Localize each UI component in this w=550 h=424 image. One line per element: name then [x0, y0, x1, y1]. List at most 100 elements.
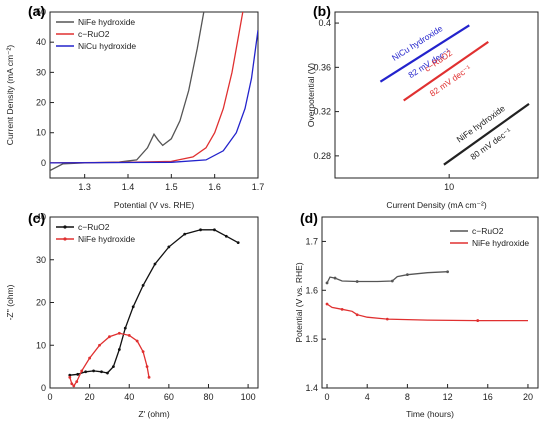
data-point [355, 280, 359, 283]
x-tick-label: 1.3 [78, 182, 91, 192]
y-tick-label: 0.28 [313, 151, 331, 161]
y-tick-label: 1.5 [305, 334, 318, 344]
y-tick-label: 0 [41, 158, 46, 168]
y-tick-label: 30 [36, 67, 46, 77]
y-axis-label: Potential (V vs. RHE) [294, 262, 304, 342]
y-tick-label: 20 [36, 298, 46, 308]
legend-marker [63, 225, 67, 229]
legend-entry: NiCu hydroxide [78, 41, 136, 51]
data-point [92, 369, 95, 373]
y-tick-label: 20 [36, 98, 46, 108]
x-tick-label: 80 [203, 392, 213, 402]
legend-entry: c−RuO2 [78, 222, 110, 232]
data-point [145, 365, 149, 369]
x-tick-label: 16 [483, 392, 493, 402]
data-point [127, 334, 131, 337]
y-tick-label: 1.7 [305, 236, 318, 246]
data-point [183, 232, 187, 236]
data-point [117, 348, 121, 351]
legend-entry: NiFe hydroxide [472, 238, 529, 248]
y-axis-label: Current Density (mA cm⁻²) [5, 45, 15, 146]
panel-1: 1.3 1.4 1.5 1.6 1.7 0 10 20 30 40 50(a) Potential (… [5, 3, 264, 210]
legend: c−RuO2 NiFe hydroxide [450, 226, 529, 248]
legend-entry: NiFe hydroxide [78, 234, 135, 244]
data-point [355, 313, 359, 317]
x-tick-label: 1.7 [252, 182, 265, 192]
legend-entry: c−RuO2 [472, 226, 504, 236]
y-tick-label: 40 [36, 37, 46, 47]
x-tick-label: 1.4 [122, 182, 135, 192]
legend-marker [63, 237, 67, 241]
data-point [167, 245, 171, 249]
legend-entry: c−RuO2 [78, 29, 110, 39]
data-point [111, 365, 115, 369]
y-tick-label: 10 [36, 340, 46, 350]
data-point [72, 384, 76, 388]
x-tick-label: 1.6 [208, 182, 221, 192]
series-line [443, 103, 530, 166]
data-point [325, 281, 329, 285]
x-tick-label: 60 [164, 392, 174, 402]
y-tick-label: 0.36 [313, 62, 331, 72]
x-tick-label: 100 [241, 392, 256, 402]
x-tick-label: 4 [365, 392, 370, 402]
y-tick-label: 1.6 [305, 285, 318, 295]
data-point [88, 356, 92, 360]
x-axis-label: Z' (ohm) [138, 409, 170, 419]
data-point [333, 276, 337, 280]
legend: NiFe hydroxide c−RuO2 NiCu hydroxide [56, 17, 136, 51]
data-point [80, 369, 84, 373]
y-tick-label: 10 [36, 128, 46, 138]
data-point [224, 234, 228, 238]
data-point [385, 317, 389, 321]
x-tick-label: 0 [47, 392, 52, 402]
y-tick-label: 1.4 [305, 383, 318, 393]
y-tick-label: 0.4 [318, 18, 331, 28]
panel-label: (b) [313, 3, 331, 19]
data-point [68, 373, 72, 377]
y-tick-label: 0.32 [313, 107, 331, 117]
panel-label: (a) [28, 3, 45, 19]
y-tick-label: 40 [36, 212, 46, 222]
data-point [135, 339, 139, 343]
x-tick-label: 10 [444, 182, 454, 192]
y-tick-label: 30 [36, 255, 46, 265]
data-point [390, 279, 394, 283]
data-point [476, 319, 480, 322]
data-point [68, 375, 72, 379]
panel-4: 0 4 8 12 16 20 1.4 1.5 1.6 1.7 (d) Time (hours) Pote… [294, 210, 539, 419]
data-point [117, 331, 121, 335]
panel-2: 10 0.28 0.32 0.36 0.4(b) Current Density (mA … [306, 3, 539, 210]
legend-entry: NiFe hydroxide [78, 17, 135, 27]
data-point [236, 241, 240, 245]
plot-frame [49, 11, 259, 179]
data-point [325, 302, 329, 306]
series-group [325, 270, 528, 322]
y-axis-label: Overpotential (V) [306, 63, 316, 127]
y-axis-label: -Z'' (ohm) [5, 284, 15, 320]
data-point [106, 371, 109, 375]
data-point [100, 370, 103, 374]
x-tick-label: 1.5 [165, 182, 178, 192]
series-line [326, 271, 448, 284]
x-tick-label: 0 [325, 392, 330, 402]
x-tick-label: 12 [443, 392, 453, 402]
x-tick-label: 20 [523, 392, 533, 402]
x-axis-label: Potential (V vs. RHE) [114, 200, 194, 210]
data-point [405, 273, 409, 277]
series-line [379, 24, 470, 83]
data-point [98, 343, 101, 347]
data-point [76, 372, 80, 376]
data-point [141, 350, 145, 354]
plot-frame [334, 11, 539, 179]
data-point [75, 380, 79, 383]
data-point [70, 382, 74, 386]
data-point [123, 326, 127, 330]
series-line [50, 30, 258, 164]
series-line [50, 12, 205, 172]
series-line [403, 40, 489, 102]
data-point [213, 228, 216, 232]
y-tick-label: 50 [36, 7, 46, 17]
